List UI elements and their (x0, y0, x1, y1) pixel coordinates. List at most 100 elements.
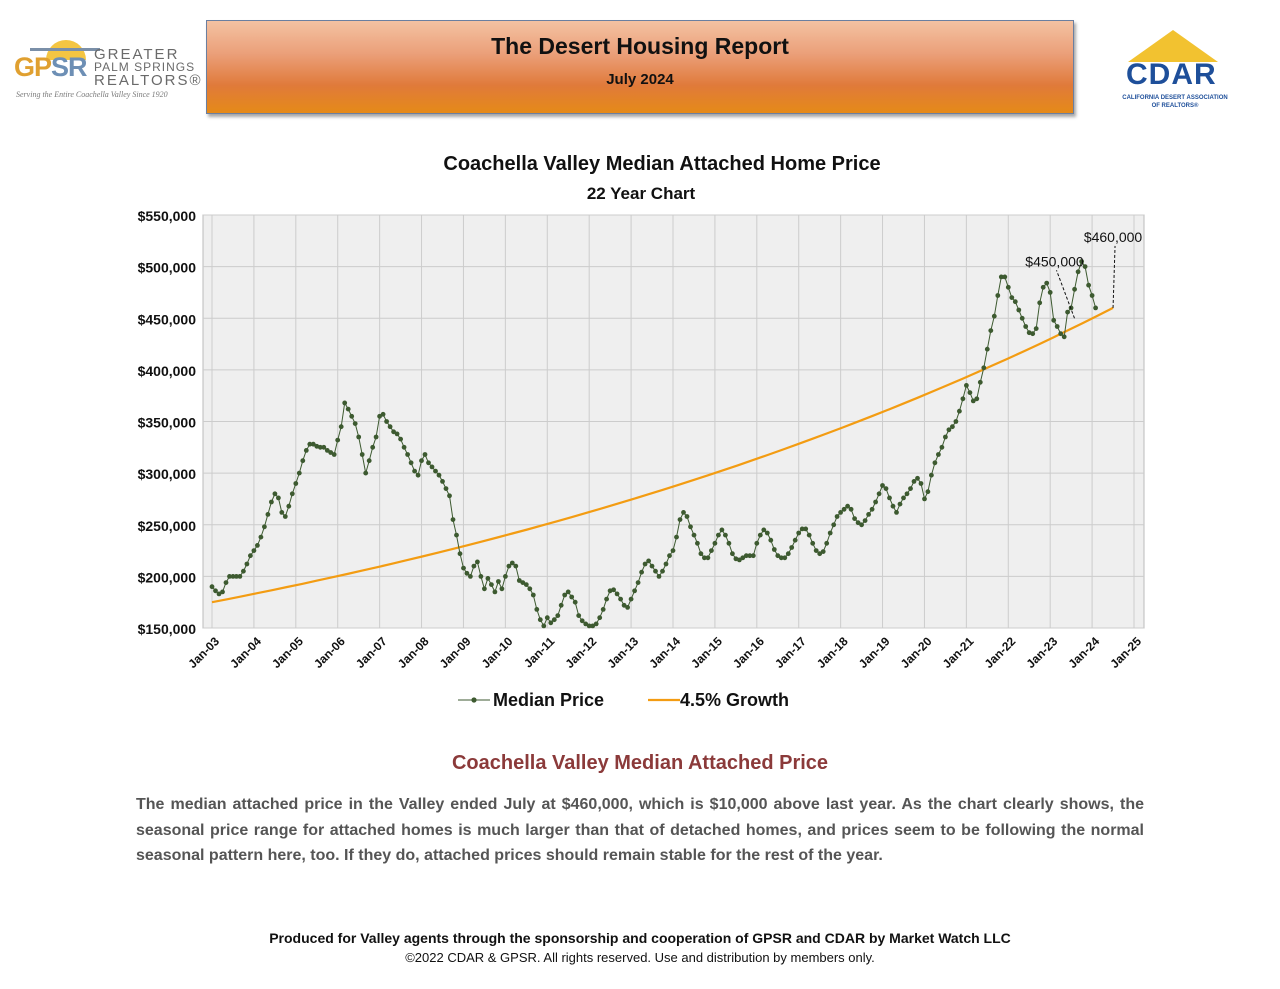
median-point (499, 586, 505, 592)
median-point (946, 427, 952, 433)
median-point (719, 527, 725, 533)
median-point (461, 565, 466, 571)
median-point (565, 589, 571, 595)
median-point (503, 574, 508, 579)
median-point (412, 468, 417, 474)
median-point (939, 444, 945, 450)
gpsr-logo: GPSR GREATER PALM SPRINGS REALTORS® Serv… (10, 38, 201, 108)
chart-legend: Median Price 4.5% Growth (458, 690, 789, 710)
median-point (279, 510, 285, 515)
median-point (712, 540, 718, 546)
median-point (614, 591, 620, 597)
median-point (380, 411, 386, 417)
median-point (705, 555, 711, 561)
median-point (908, 486, 913, 491)
house-roof-icon (1128, 30, 1218, 62)
median-point (398, 436, 403, 442)
median-point (537, 617, 543, 623)
median-point (370, 444, 376, 450)
median-point (981, 365, 987, 371)
median-point (433, 468, 438, 474)
y-tick-label: $350,000 (138, 415, 197, 431)
median-point (593, 621, 599, 627)
x-tick-label: Jan-24 (1065, 634, 1102, 671)
median-point (345, 406, 351, 412)
footer-copyright: ©2022 CDAR & GPSR. All rights reserved. … (405, 950, 875, 965)
median-point (272, 491, 278, 497)
median-point (792, 537, 798, 543)
gpsr-acronym: GPSR (14, 52, 88, 82)
x-axis: Jan-03 Jan-04 Jan-05 Jan-06 Jan-07 Jan-08 Jan-… (185, 634, 1144, 671)
median-point (282, 514, 288, 519)
median-point (932, 460, 938, 466)
median-point (544, 615, 550, 621)
median-point (838, 510, 843, 515)
median-point (331, 452, 337, 457)
median-point (929, 472, 934, 478)
median-point (583, 621, 589, 627)
median-point (757, 532, 763, 538)
median-point (817, 551, 823, 557)
median-point (1037, 300, 1043, 306)
median-point (778, 555, 784, 561)
median-point (642, 561, 648, 567)
median-point (887, 495, 892, 501)
median-point (604, 596, 609, 602)
median-point (904, 491, 910, 497)
median-point (747, 553, 753, 559)
median-point (359, 452, 365, 457)
median-point (618, 596, 623, 602)
median-point (695, 540, 700, 546)
y-axis: $150,000 $200,000 $250,000 $300,000 $350,000… (138, 208, 197, 637)
median-point (1012, 299, 1018, 305)
median-point (709, 548, 714, 553)
median-point (516, 578, 522, 583)
median-point (873, 499, 878, 505)
median-point (1093, 305, 1098, 311)
median-point (635, 580, 641, 585)
x-tick-label: Jan-18 (814, 634, 851, 671)
median-point (506, 563, 512, 569)
median-point (953, 419, 959, 424)
median-point (761, 527, 767, 533)
median-point (922, 496, 927, 502)
median-point (237, 574, 243, 579)
x-tick-label: Jan-12 (563, 634, 600, 671)
median-point (646, 558, 651, 564)
median-point (220, 589, 225, 595)
median-point (478, 574, 484, 579)
annotation-label: $450,000 (1025, 253, 1084, 269)
median-point (373, 434, 379, 440)
median-point (454, 532, 459, 538)
median-point (1002, 274, 1008, 280)
x-tick-label: Jan-21 (940, 634, 977, 671)
median-point (496, 579, 501, 584)
median-point (897, 501, 903, 507)
median-point (387, 424, 393, 430)
median-point (827, 530, 833, 536)
x-tick-label: Jan-10 (479, 634, 516, 671)
median-point (349, 413, 355, 419)
median-point (820, 549, 826, 554)
median-point (974, 396, 980, 402)
median-point (1051, 317, 1057, 323)
median-point (443, 486, 449, 491)
median-point (943, 434, 948, 440)
median-point (866, 512, 871, 517)
median-point (625, 605, 630, 610)
x-tick-label: Jan-16 (730, 634, 767, 671)
median-point (548, 620, 554, 626)
median-point (1005, 284, 1011, 290)
median-point (663, 561, 669, 567)
median-point (775, 553, 781, 559)
annotation-label: $460,000 (1084, 229, 1143, 245)
median-point (523, 582, 529, 587)
median-point (841, 506, 847, 512)
median-point (813, 548, 819, 553)
median-point (321, 444, 327, 450)
median-point (677, 517, 683, 522)
median-point (628, 596, 634, 602)
median-point (977, 379, 983, 385)
median-point (915, 475, 920, 481)
median-point (960, 396, 966, 402)
